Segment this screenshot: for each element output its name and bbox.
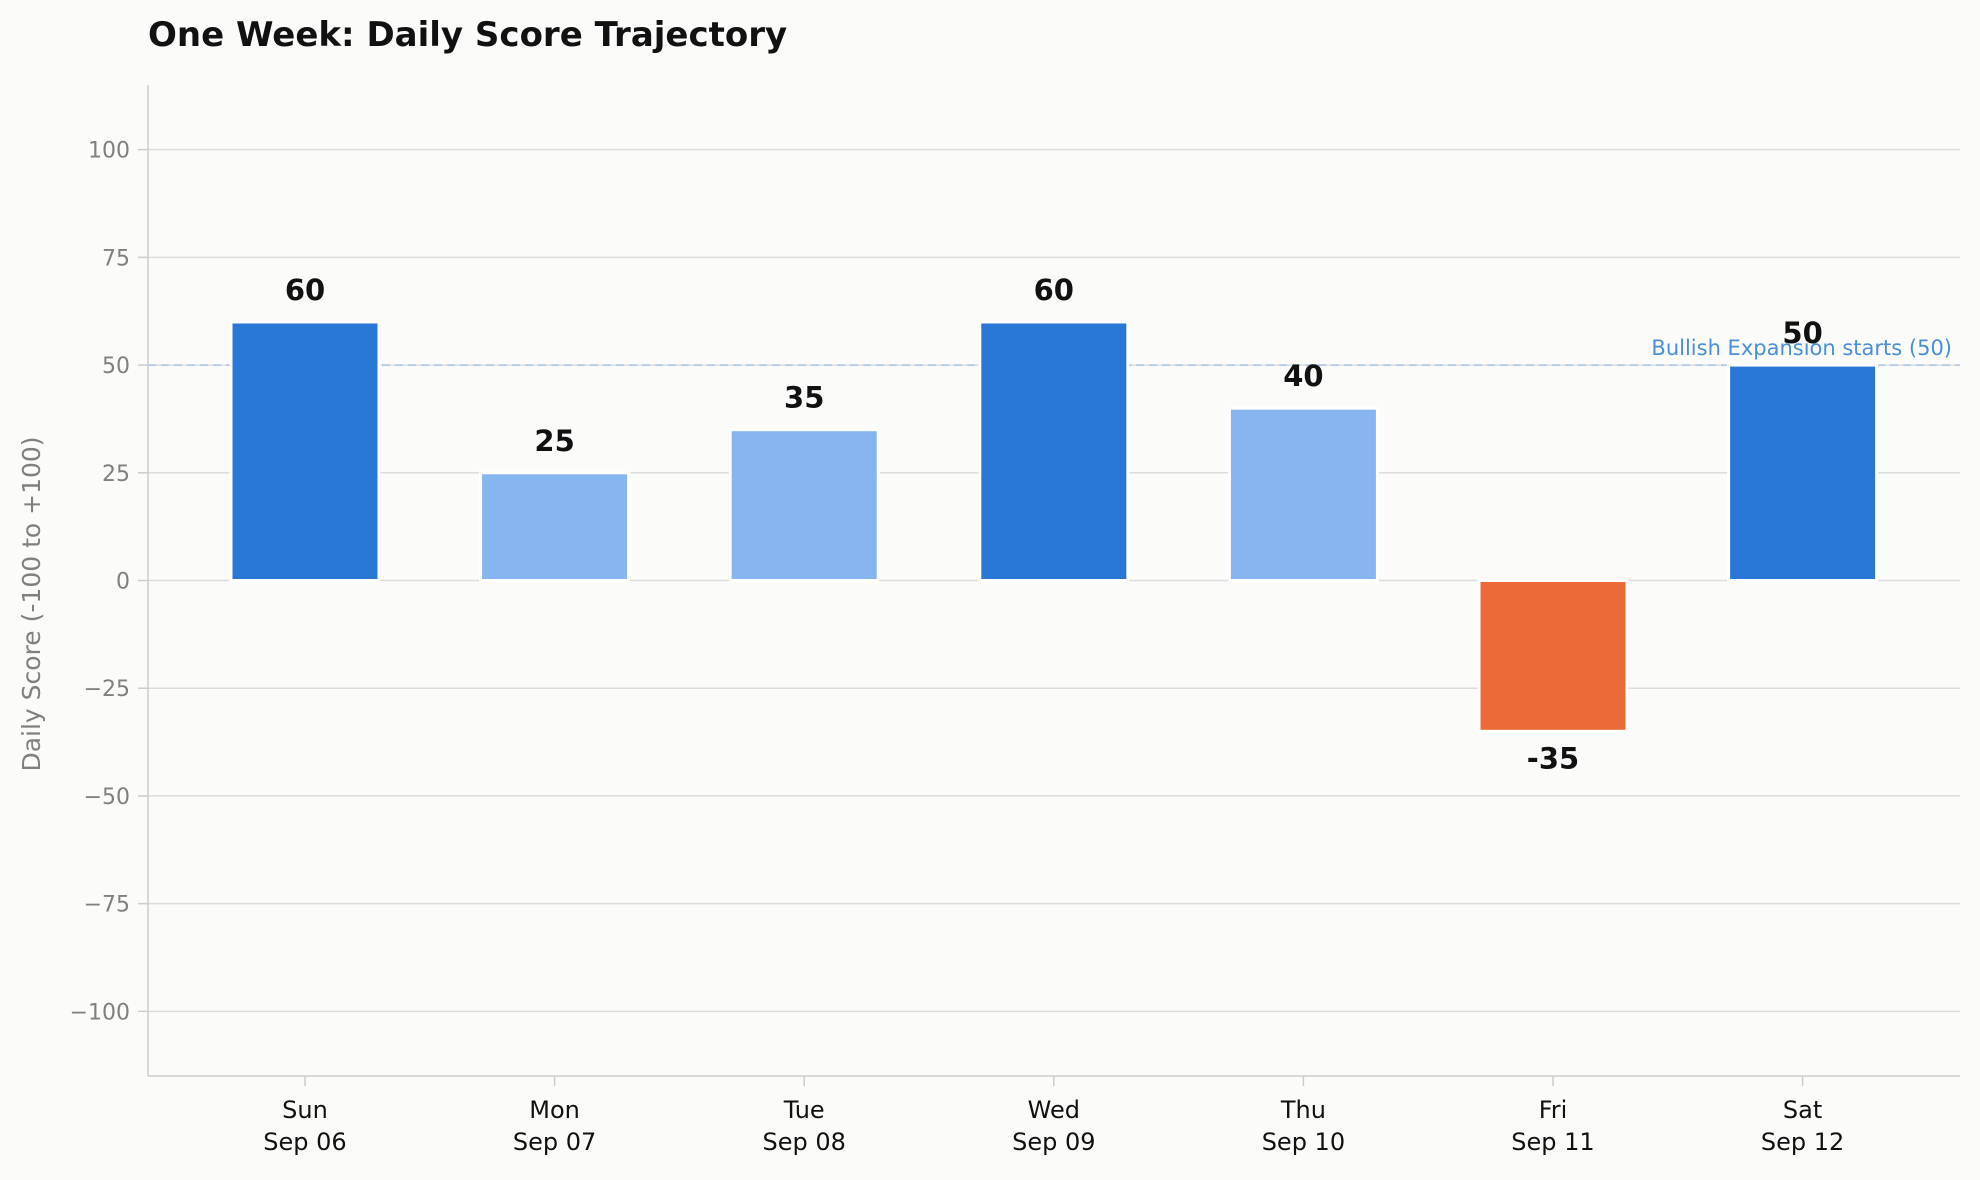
x-tick-date: Sep 09 [1012, 1128, 1095, 1156]
y-tick-label: −25 [84, 677, 130, 702]
value-label: 35 [784, 381, 824, 415]
x-tick-day: Wed [1028, 1096, 1080, 1124]
x-tick-day: Sat [1783, 1096, 1822, 1124]
bar-sun [229, 320, 381, 582]
x-tick-date: Sep 10 [1262, 1128, 1345, 1156]
x-tick-date: Sep 08 [762, 1128, 845, 1156]
value-label: 60 [285, 273, 325, 307]
y-tick-label: 100 [88, 139, 130, 164]
value-label: -35 [1527, 741, 1579, 775]
x-tick-date: Sep 12 [1761, 1128, 1844, 1156]
y-tick-label: 75 [102, 246, 130, 271]
x-tick-day: Tue [783, 1096, 825, 1124]
x-tick-label: Thu Sep 10 [1262, 1096, 1345, 1156]
value-label: 25 [534, 424, 574, 458]
value-label: 50 [1782, 316, 1822, 350]
x-tick-date: Sep 06 [263, 1128, 346, 1156]
y-tick-label: 50 [102, 354, 130, 379]
x-tick-label: Sat Sep 12 [1761, 1096, 1844, 1156]
y-axis-label: Daily Score (-100 to +100) [17, 436, 46, 771]
reference-line-group: Bullish Expansion starts (50) [148, 336, 1960, 367]
value-labels: 60 25 35 60 40 -35 50 [285, 273, 1823, 775]
bar-mon [479, 471, 631, 583]
y-tick-label: −50 [84, 785, 130, 810]
chart-title: One Week: Daily Score Trajectory [148, 15, 787, 55]
x-tick-label: Fri Sep 11 [1511, 1096, 1594, 1156]
x-tick-label: Sun Sep 06 [263, 1096, 346, 1156]
x-tick-date: Sep 11 [1511, 1128, 1594, 1156]
x-tick-day: Mon [529, 1096, 580, 1124]
x-tick-label: Wed Sep 09 [1012, 1096, 1095, 1156]
y-ticks: 100 75 50 25 0 −25 −50 −75 −100 [70, 139, 148, 1025]
bar-fri [1477, 579, 1629, 733]
bar-tue [728, 428, 880, 582]
x-tick-date: Sep 07 [513, 1128, 596, 1156]
bar-sat [1727, 363, 1879, 582]
x-tick-label: Tue Sep 08 [762, 1096, 845, 1156]
y-tick-label: 25 [102, 462, 130, 487]
y-tick-label: −100 [70, 1000, 130, 1025]
x-tick-label: Mon Sep 07 [513, 1096, 596, 1156]
value-label: 60 [1034, 273, 1074, 307]
value-label: 40 [1283, 359, 1323, 393]
bar-thu [1227, 406, 1379, 582]
bars [229, 320, 1879, 733]
bar-wed [978, 320, 1130, 582]
x-tick-day: Sun [282, 1096, 328, 1124]
reference-line-label: Bullish Expansion starts (50) [1651, 336, 1952, 360]
y-tick-label: 0 [116, 570, 130, 595]
x-tick-day: Fri [1539, 1096, 1568, 1124]
y-tick-label: −75 [84, 893, 130, 918]
x-ticks: Sun Sep 06 Mon Sep 07 Tue Sep 08 Wed Sep 09 Thu S… [263, 1076, 1844, 1156]
x-tick-day: Thu [1280, 1096, 1326, 1124]
